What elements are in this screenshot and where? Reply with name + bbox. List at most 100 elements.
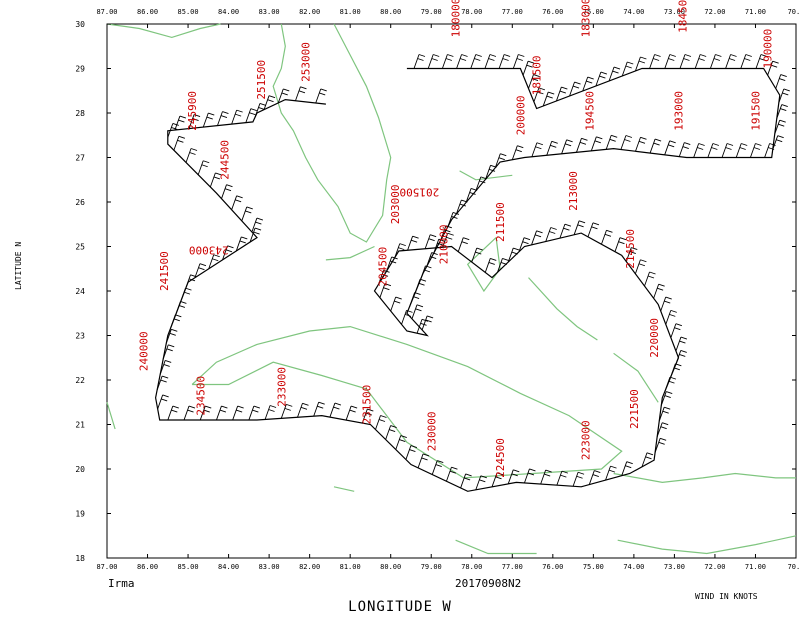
y-axis-title: LATITUDE N [14, 241, 23, 290]
wind-barb [413, 54, 420, 69]
wind-barb-flag [652, 58, 660, 61]
wind-barb-flag [163, 364, 170, 367]
wind-barb-flag [212, 258, 219, 262]
lon-label-top: 70.0 [788, 8, 800, 16]
wind-barb-flag [190, 148, 198, 151]
wind-barb [625, 247, 632, 262]
wind-barb-flag [625, 65, 632, 69]
wind-barb-flag [254, 227, 262, 231]
time-label: 204500 [377, 247, 390, 287]
wind-barb-flag [178, 135, 186, 139]
wind-barb-flag [162, 394, 169, 398]
wind-barb [707, 143, 714, 158]
wind-barb-flag [203, 160, 210, 164]
wind-barb-flag [778, 123, 785, 127]
wind-barb-flag [435, 464, 442, 467]
wind-barb-flag [664, 395, 671, 399]
wind-barb-flag [783, 88, 790, 92]
wind-barb [775, 74, 782, 89]
wind-barb-flag [770, 64, 778, 68]
wind-barb-flag [253, 405, 260, 409]
wind-barb-flag [219, 409, 227, 413]
wind-barb-flag [544, 473, 551, 477]
wind-barb-flag [533, 74, 540, 77]
wind-barb-flag [461, 241, 468, 245]
wind-barb-flag [668, 380, 675, 384]
wind-barb-flag [180, 301, 187, 304]
wind-barb [721, 143, 728, 158]
wind-barb-flag [537, 91, 544, 95]
wind-barb [345, 405, 352, 421]
wind-barb-flag [647, 275, 655, 279]
wind-barb-flag [684, 54, 692, 57]
wind-barb-flag [237, 405, 244, 409]
wind-barb-flag [480, 176, 487, 180]
wind-barb-flag [527, 60, 535, 64]
wind-barb [156, 375, 163, 391]
wind-barb-flag [172, 123, 179, 126]
wind-barb-flag [452, 212, 460, 215]
wind-barb-flag [241, 236, 248, 240]
wind-barb [709, 54, 716, 69]
wind-barb-flag [698, 143, 705, 146]
wind-barb-flag [572, 85, 580, 89]
time-label: 211500 [494, 202, 507, 242]
wind-barb [455, 199, 462, 215]
wind-barb [776, 104, 783, 119]
wind-barb-flag [759, 58, 766, 61]
wind-barb [277, 88, 284, 104]
wind-barb-flag [178, 305, 186, 308]
wind-barb [417, 453, 424, 469]
wind-barb [378, 270, 384, 285]
wind-barb-flag [536, 142, 544, 146]
wind-barb [157, 394, 164, 410]
lon-label-bottom: 72.00 [704, 563, 725, 571]
wind-barb-flag [594, 140, 601, 144]
wind-barb-flag [767, 147, 775, 150]
wind-barb-flag [578, 220, 586, 224]
lon-label-top: 79.00 [421, 8, 442, 16]
lat-label: 19 [75, 510, 85, 519]
wind-barb-flag [203, 409, 210, 413]
lat-label: 24 [75, 287, 85, 296]
wind-barb-flag [380, 415, 387, 418]
wind-barb [460, 473, 467, 489]
wind-barb-flag [430, 234, 437, 238]
time-label: 251500 [255, 60, 268, 100]
wind-barb-flag [559, 90, 567, 94]
wind-barb-flag [268, 409, 275, 412]
wind-barb-flag [286, 403, 293, 407]
wind-barb [670, 323, 677, 338]
wind-barb-flag [161, 398, 168, 402]
wind-barb-flag [177, 139, 184, 143]
wind-barb-flag [551, 140, 558, 144]
wind-barb-flag [225, 249, 233, 253]
wind-barb-flag [712, 143, 719, 146]
wind-barb-flag [679, 353, 686, 357]
wind-barb-flag [489, 54, 497, 57]
lat-label: 21 [75, 421, 85, 430]
wind-barb-flag [319, 92, 326, 96]
wind-barb [414, 279, 421, 294]
time-label: 183000 [579, 0, 592, 37]
wind-barb-flag [188, 405, 196, 409]
wind-barb [649, 138, 656, 154]
wind-barb [475, 475, 482, 490]
wind-barb [660, 296, 667, 312]
wind-barb-flag [416, 304, 424, 308]
wind-barb-flag [534, 234, 542, 238]
wind-barb-flag [222, 111, 229, 115]
wind-barb-flag [697, 147, 704, 150]
wind-barb [440, 225, 447, 240]
lon-label-top: 80.00 [380, 8, 401, 16]
wind-barb-flag [564, 143, 572, 147]
time-label: 203000 [389, 185, 402, 225]
lat-label: 22 [75, 376, 85, 385]
wind-barb [427, 54, 434, 69]
wind-barb-flag [490, 164, 497, 168]
wind-barb [264, 405, 271, 420]
wind-barb-flag [406, 309, 413, 313]
wind-units-note: WIND IN KNOTS [695, 592, 758, 601]
wind-barb-flag [395, 296, 402, 300]
wind-barb-flag [192, 118, 199, 122]
